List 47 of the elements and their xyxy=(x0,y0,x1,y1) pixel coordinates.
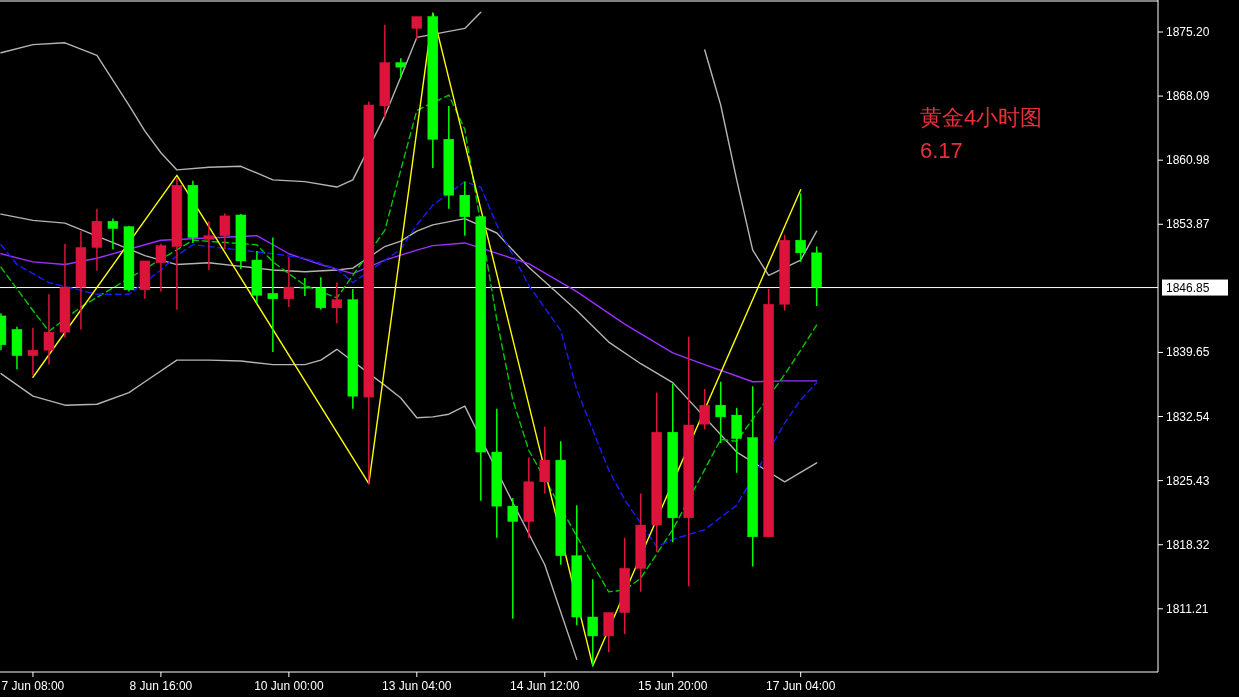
y-tick-label: 1832.54 xyxy=(1166,409,1210,424)
candlestick xyxy=(155,243,167,293)
candlestick xyxy=(267,236,279,353)
text: 6.17 xyxy=(920,138,963,163)
candlestick xyxy=(331,281,343,324)
x-tick-label: 7 Jun 08:00 xyxy=(1,679,65,693)
candlestick xyxy=(603,611,614,653)
x-tick-label: 8 Jun 16:00 xyxy=(129,679,193,693)
candlestick xyxy=(507,497,518,620)
candlestick xyxy=(411,15,423,40)
candlestick xyxy=(795,192,806,263)
candlestick xyxy=(315,276,327,311)
candlestick xyxy=(203,220,215,271)
ref-line-label: 1846.85 xyxy=(1166,280,1210,295)
y-tick-label: 1811.21 xyxy=(1166,601,1209,616)
x-tick-label: 10 Jun 00:00 xyxy=(254,679,324,693)
candlestick xyxy=(459,180,471,237)
x-tick-label: 13 Jun 04:00 xyxy=(382,679,452,693)
line-series xyxy=(0,11,482,188)
y-tick-label: 1825.43 xyxy=(1166,473,1210,488)
x-tick-label: 14 Jun 12:00 xyxy=(510,679,580,693)
candlestick xyxy=(27,326,39,377)
line-series xyxy=(0,235,818,383)
y-tick-label: 1839.65 xyxy=(1166,345,1210,360)
candlestick xyxy=(43,293,55,366)
y-tick-label: 1868.09 xyxy=(1166,89,1210,104)
candlestick xyxy=(395,57,407,79)
y-tick-label: 1853.87 xyxy=(1166,217,1210,232)
candlestick xyxy=(715,381,726,444)
candlestick xyxy=(219,212,231,250)
candlestick xyxy=(699,388,710,431)
y-tick-label: 1875.20 xyxy=(1166,25,1210,39)
candlestick xyxy=(587,578,598,668)
line-series xyxy=(0,180,818,548)
candlestick xyxy=(539,426,550,495)
text: 黄金4小时图 xyxy=(920,105,1043,130)
x-tick-label: 15 Jun 20:00 xyxy=(638,679,708,693)
x-tick-label: 17 Jun 04:00 xyxy=(765,679,836,693)
candlestick xyxy=(283,256,295,308)
y-tick-label: 1818.32 xyxy=(1166,537,1210,552)
line-series xyxy=(0,348,578,661)
candlestick xyxy=(731,407,742,474)
line-series xyxy=(0,94,818,593)
candlestick xyxy=(299,277,311,297)
line-series xyxy=(704,49,818,277)
y-tick-label: 1860.98 xyxy=(1166,153,1210,168)
candlestick xyxy=(107,217,119,250)
